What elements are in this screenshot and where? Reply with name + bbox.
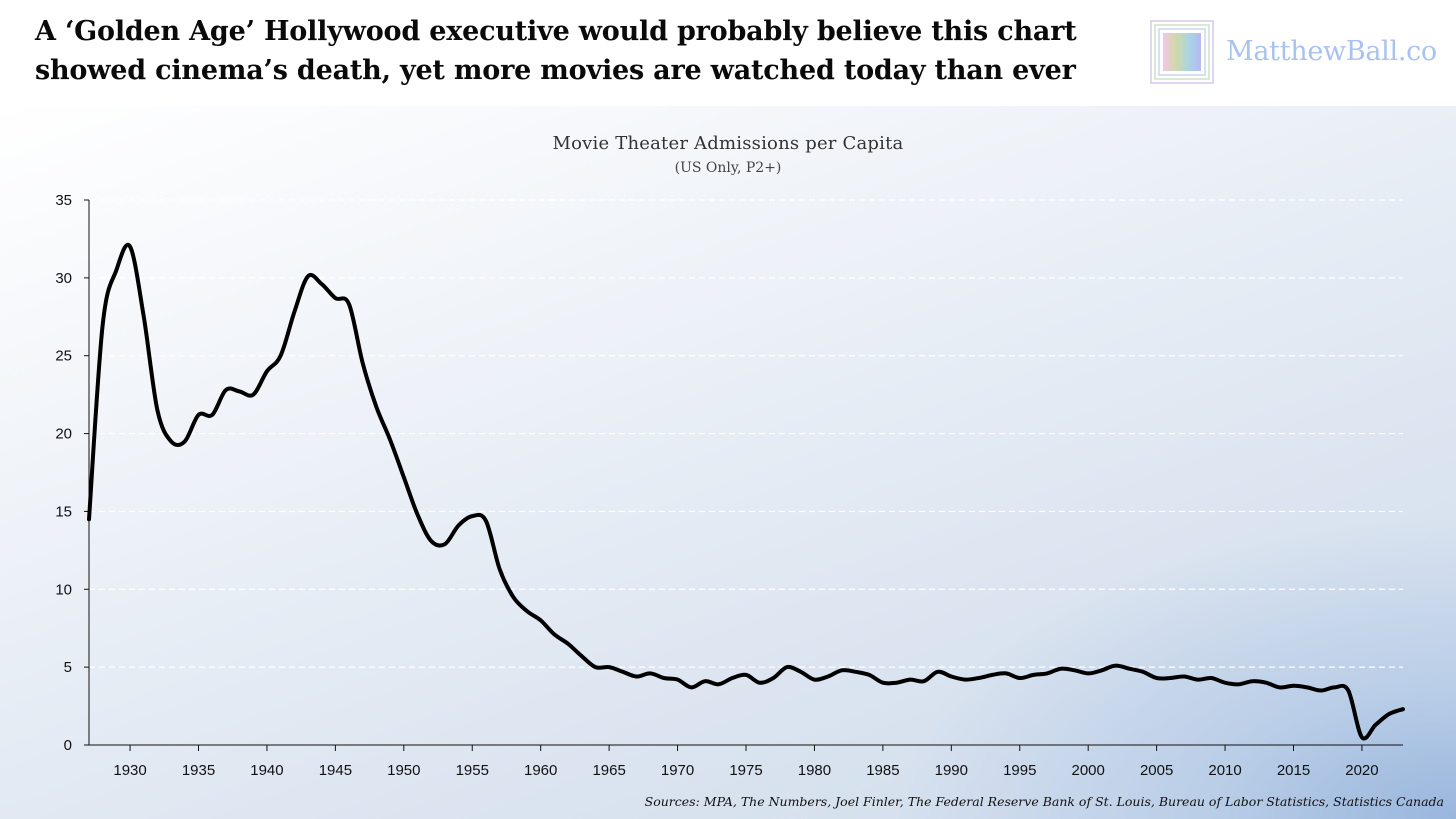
x-tick-label-2000: 2000 xyxy=(1072,762,1105,779)
x-tick-label-1955: 1955 xyxy=(456,762,489,779)
sources-note: Sources: MPA, The Numbers, Joel Finler, … xyxy=(644,794,1444,809)
x-tick-label-1985: 1985 xyxy=(866,762,899,779)
headline-line-2: showed cinema’s death, yet more movies a… xyxy=(35,55,1076,86)
brand-name: MatthewBall.co xyxy=(1226,36,1437,67)
chart-panel xyxy=(0,106,1456,819)
x-tick-label-2015: 2015 xyxy=(1277,762,1310,779)
y-tick-label-5: 5 xyxy=(64,659,72,676)
y-tick-label-0: 0 xyxy=(64,737,72,754)
x-tick-label-1980: 1980 xyxy=(798,762,831,779)
y-tick-label-35: 35 xyxy=(55,192,72,209)
headline-line-1: A ‘Golden Age’ Hollywood executive would… xyxy=(35,16,1077,47)
y-tick-label-30: 30 xyxy=(55,270,72,287)
y-tick-label-20: 20 xyxy=(55,426,72,443)
x-tick-label-1945: 1945 xyxy=(319,762,352,779)
chart-subtitle: (US Only, P2+) xyxy=(674,160,782,176)
x-tick-label-2005: 2005 xyxy=(1140,762,1173,779)
x-tick-label-1970: 1970 xyxy=(661,762,694,779)
x-tick-label-1940: 1940 xyxy=(250,762,283,779)
y-tick-label-15: 15 xyxy=(55,503,72,520)
x-tick-label-1965: 1965 xyxy=(592,762,625,779)
brand-logo[interactable]: MatthewBall.co xyxy=(1150,20,1450,88)
headline: A ‘Golden Age’ Hollywood executive would… xyxy=(35,12,1135,90)
header: A ‘Golden Age’ Hollywood executive would… xyxy=(0,0,1456,106)
x-tick-label-2010: 2010 xyxy=(1208,762,1241,779)
x-tick-label-2020: 2020 xyxy=(1345,762,1378,779)
x-tick-label-1995: 1995 xyxy=(1003,762,1036,779)
y-tick-label-10: 10 xyxy=(55,581,72,598)
admissions-line xyxy=(87,242,1405,741)
chart-title: Movie Theater Admissions per Capita xyxy=(552,133,904,154)
x-tick-label-1960: 1960 xyxy=(524,762,557,779)
y-tick-label-25: 25 xyxy=(55,348,72,365)
x-tick-label-1990: 1990 xyxy=(935,762,968,779)
x-tick-label-1975: 1975 xyxy=(729,762,762,779)
brand-mark-icon xyxy=(1150,20,1214,84)
x-tick-label-1930: 1930 xyxy=(113,762,146,779)
x-tick-label-1935: 1935 xyxy=(182,762,215,779)
x-tick-label-1950: 1950 xyxy=(387,762,420,779)
